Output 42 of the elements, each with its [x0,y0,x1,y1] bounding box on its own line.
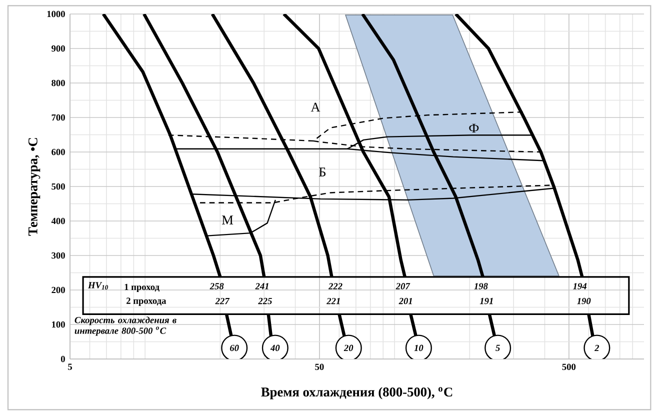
annotation: HV$_{10}$ [88,282,108,290]
x-tick-label: 500 [562,364,576,370]
annotation: 225 [258,298,272,304]
legend-label: 40 [270,344,280,352]
annotation: 191 [480,298,493,304]
annotation: 221 [326,298,340,304]
y-tick-label: 900 [52,45,65,52]
annotation: 222 [328,283,342,290]
annotation: М [222,216,234,224]
annotation: 207 [396,283,410,290]
y-tick-label: 1000 [47,10,65,18]
annotation: 227 [215,298,230,304]
y-tick-label: 400 [51,218,65,224]
y-tick-label: 300 [52,252,65,259]
y-tick-label: 200 [52,286,65,294]
legend-label: 5 [496,344,500,352]
y-tick-label: 600 [52,148,65,156]
y-tick-label: 0 [60,356,65,362]
annotation: А [310,102,320,112]
x-tick-label: 50 [315,364,324,370]
annotation: Ф [469,124,479,133]
annotation: 2 прохода [126,298,166,306]
annotation: 241 [255,283,268,290]
x-tick-label: 5 [68,364,72,370]
legend-label: 10 [414,344,424,352]
legend-label: 2 [594,344,600,352]
x-axis-title: Время охлаждения (800-500), $^{o}$C [261,387,452,400]
annotation: 198 [474,283,488,290]
annotation: 1 проход [124,284,160,292]
legend-label: 20 [344,344,354,352]
annotation: 258 [210,283,224,290]
y-tick-label: 700 [52,114,65,121]
annotation: Скорость охлаждения в интервале 800-500 $^{o}$C [74,316,176,336]
annotation: 190 [577,298,591,304]
annotation: 201 [398,298,412,304]
y-tick-label: 500 [52,183,65,190]
y-tick-label: 100 [52,321,65,328]
y-tick-label: 800 [52,80,65,86]
y-axis-title: Температура, •C [28,138,40,236]
annotation: 194 [573,283,587,290]
legend-label: 60 [230,344,239,352]
annotation: Б [319,168,326,176]
